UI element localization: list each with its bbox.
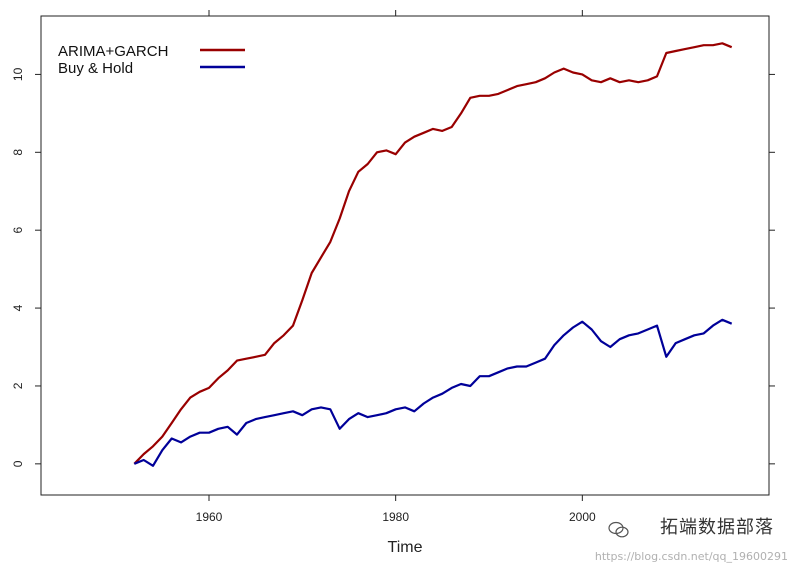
- wechat-icon: [608, 521, 629, 538]
- y-tick-label: 2: [11, 382, 25, 389]
- y-tick-label: 6: [11, 227, 25, 234]
- y-tick-label: 10: [11, 67, 25, 81]
- legend: ARIMA+GARCH Buy & Hold: [58, 43, 245, 77]
- legend-label-buy-hold: Buy & Hold: [58, 60, 133, 77]
- x-tick-label: 2000: [569, 510, 596, 524]
- axes: 1960 1980 2000 0 2 4 6 8 10: [11, 10, 775, 524]
- y-tick-label: 4: [11, 304, 25, 311]
- y-tick-label: 0: [11, 460, 25, 467]
- legend-label-arima-garch: ARIMA+GARCH: [58, 43, 168, 60]
- watermark-brand: 拓端数据部落: [660, 517, 774, 538]
- x-tick-label: 1960: [196, 510, 223, 524]
- watermark-url: https://blog.csdn.net/qq_19600291: [594, 550, 788, 563]
- x-tick-label: 1980: [382, 510, 409, 524]
- series-layer: [133, 42, 733, 467]
- y-tick-label: 8: [11, 149, 25, 156]
- series-line-arima-garch: [133, 42, 733, 465]
- plot-frame: [40, 15, 770, 496]
- series-line-buy-hold: [133, 318, 733, 467]
- x-axis-title: Time: [388, 539, 423, 556]
